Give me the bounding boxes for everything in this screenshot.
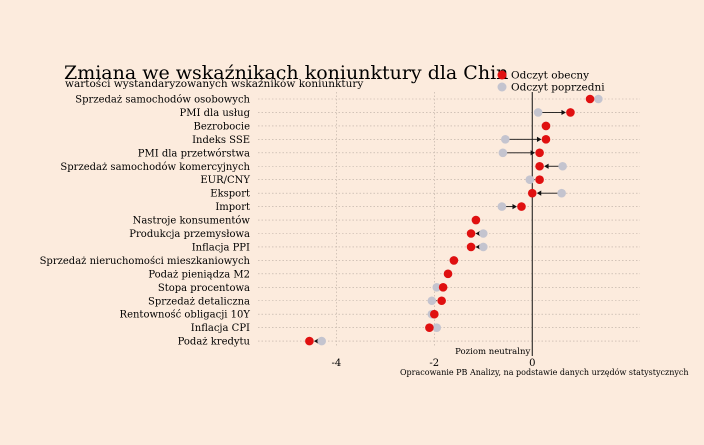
point-previous (501, 135, 510, 144)
point-current (535, 161, 544, 171)
category-label: Indeks SSE (192, 135, 250, 146)
legend-marker-previous (497, 82, 507, 92)
point-current (585, 94, 595, 104)
point-previous (498, 148, 508, 158)
source-note: Opracowanie PB Analizy, na podstawie dan… (400, 368, 689, 377)
change-arrow-head (475, 230, 481, 237)
point-current (466, 242, 476, 252)
category-label: Produkcja przemysłowa (129, 229, 250, 240)
point-current (535, 175, 544, 184)
category-label: Inflacja CPI (191, 323, 250, 334)
category-label: Bezrobocie (194, 121, 251, 132)
point-previous (427, 296, 437, 306)
point-current (443, 269, 453, 279)
category-label: EUR/CNY (200, 175, 250, 186)
category-label: Import (215, 202, 250, 213)
category-label: Podaż pieniądza M2 (148, 269, 250, 280)
point-current (449, 256, 459, 265)
category-label: Sprzedaż samochodów osobowych (75, 95, 250, 106)
point-current (566, 108, 575, 117)
change-arrow-head (313, 338, 319, 344)
category-labels: Sprzedaż samochodów osobowych PMI dla usł… (40, 95, 251, 348)
category-label: Inflacja PPI (192, 242, 250, 253)
chart-subtitle: wartości wystandaryzowanych wskaźników k… (65, 78, 363, 90)
point-previous (533, 108, 543, 117)
x-tick-label: -4 (331, 358, 341, 369)
legend-label-current: Odczyt obecny (511, 70, 589, 82)
point-current (425, 323, 434, 332)
point-previous (317, 336, 326, 346)
point-previous (497, 202, 507, 211)
change-arrow-head (536, 190, 542, 196)
point-current (305, 336, 314, 346)
legend-marker-current (497, 70, 507, 80)
category-label: Podaż kredytu (178, 337, 251, 348)
point-previous (558, 161, 567, 171)
neutral-level-label: Poziom neutralny (455, 347, 530, 357)
category-label: Nastroje konsumentów (133, 216, 251, 227)
change-arrow-head (536, 136, 542, 142)
category-label: Sprzedaż detaliczna (148, 296, 250, 307)
change-arrow-head (530, 150, 536, 156)
point-previous (478, 242, 488, 252)
change-arrow-head (512, 204, 517, 210)
chart-title: Zmiana we wskaźnikach koniunktury dla Ch… (64, 62, 508, 84)
point-current (437, 296, 446, 306)
x-tick-label: 0 (529, 358, 535, 369)
point-previous (525, 175, 535, 184)
grid (258, 92, 640, 346)
point-previous (594, 94, 603, 104)
marks (305, 94, 603, 346)
point-current (517, 202, 526, 211)
x-tick-label: -2 (429, 358, 439, 369)
point-current (541, 121, 551, 131)
point-previous (432, 323, 442, 332)
point-current (471, 215, 481, 225)
point-current (430, 309, 439, 319)
category-label: Stopa procentowa (158, 283, 250, 294)
category-label: Rentowność obligacji 10Y (120, 310, 251, 321)
category-label: Sprzedaż samochodów komercyjnych (60, 162, 250, 173)
category-label: Eksport (210, 189, 250, 200)
legend-label-previous: Odczyt poprzedni (511, 82, 605, 94)
x-tick-labels: -4 -2 0 (331, 358, 535, 369)
category-label: PMI dla usług (180, 108, 251, 119)
category-label: PMI dla przetwórstwa (138, 148, 250, 159)
change-arrow-head (561, 109, 566, 116)
point-previous (557, 188, 566, 198)
point-current (466, 229, 476, 238)
change-arrow-head (544, 163, 549, 169)
point-previous (478, 229, 488, 238)
change-arrow-head (475, 244, 481, 250)
point-current (438, 283, 448, 292)
point-current (535, 148, 544, 158)
category-label: Sprzedaż nieruchomości mieszkaniowych (40, 256, 251, 267)
point-previous (432, 283, 442, 292)
point-current (541, 135, 551, 144)
point-current (527, 188, 537, 198)
legend: Odczyt obecny Odczyt poprzedni (497, 70, 605, 94)
